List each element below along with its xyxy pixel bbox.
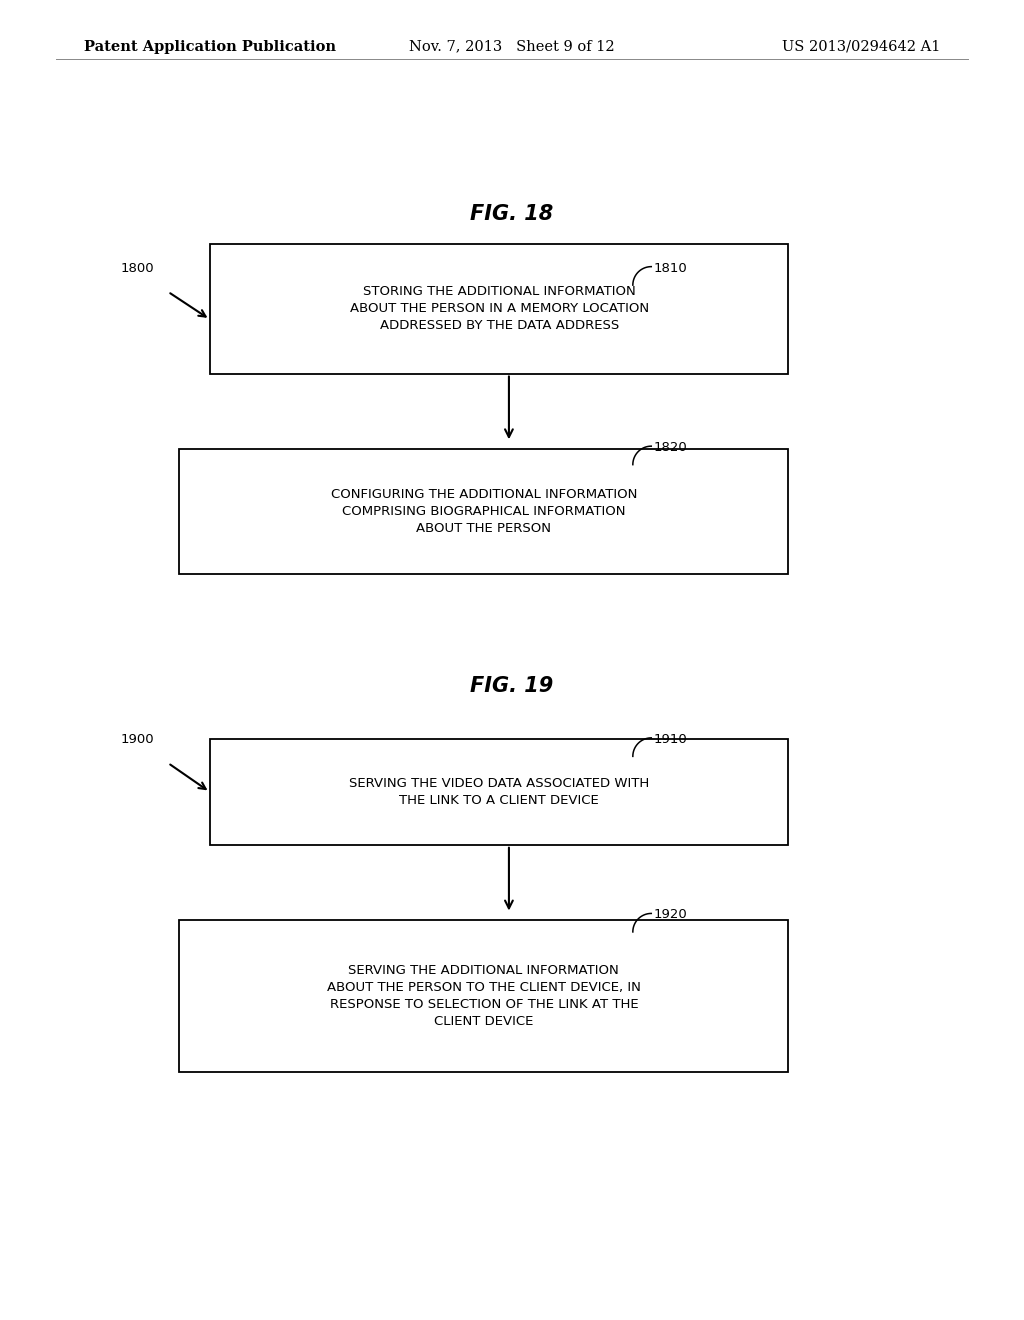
Text: FIG. 19: FIG. 19	[470, 676, 554, 697]
Text: 1820: 1820	[653, 441, 687, 454]
Text: US 2013/0294642 A1: US 2013/0294642 A1	[781, 40, 940, 54]
Bar	[179, 449, 788, 574]
Text: 1800: 1800	[121, 261, 155, 275]
Text: Patent Application Publication: Patent Application Publication	[84, 40, 336, 54]
Text: FIG. 18: FIG. 18	[470, 203, 554, 224]
Text: 1910: 1910	[653, 733, 687, 746]
Bar	[210, 244, 788, 374]
Text: 1810: 1810	[653, 261, 687, 275]
Text: SERVING THE ADDITIONAL INFORMATION
ABOUT THE PERSON TO THE CLIENT DEVICE, IN
RES: SERVING THE ADDITIONAL INFORMATION ABOUT…	[327, 964, 641, 1028]
Text: 1920: 1920	[653, 908, 687, 921]
Text: 1900: 1900	[121, 733, 155, 746]
Text: STORING THE ADDITIONAL INFORMATION
ABOUT THE PERSON IN A MEMORY LOCATION
ADDRESS: STORING THE ADDITIONAL INFORMATION ABOUT…	[349, 285, 649, 333]
Text: SERVING THE VIDEO DATA ASSOCIATED WITH
THE LINK TO A CLIENT DEVICE: SERVING THE VIDEO DATA ASSOCIATED WITH T…	[349, 777, 649, 807]
Bar	[179, 920, 788, 1072]
Text: Nov. 7, 2013   Sheet 9 of 12: Nov. 7, 2013 Sheet 9 of 12	[410, 40, 614, 54]
Text: CONFIGURING THE ADDITIONAL INFORMATION
COMPRISING BIOGRAPHICAL INFORMATION
ABOUT: CONFIGURING THE ADDITIONAL INFORMATION C…	[331, 488, 637, 535]
Bar	[210, 739, 788, 845]
